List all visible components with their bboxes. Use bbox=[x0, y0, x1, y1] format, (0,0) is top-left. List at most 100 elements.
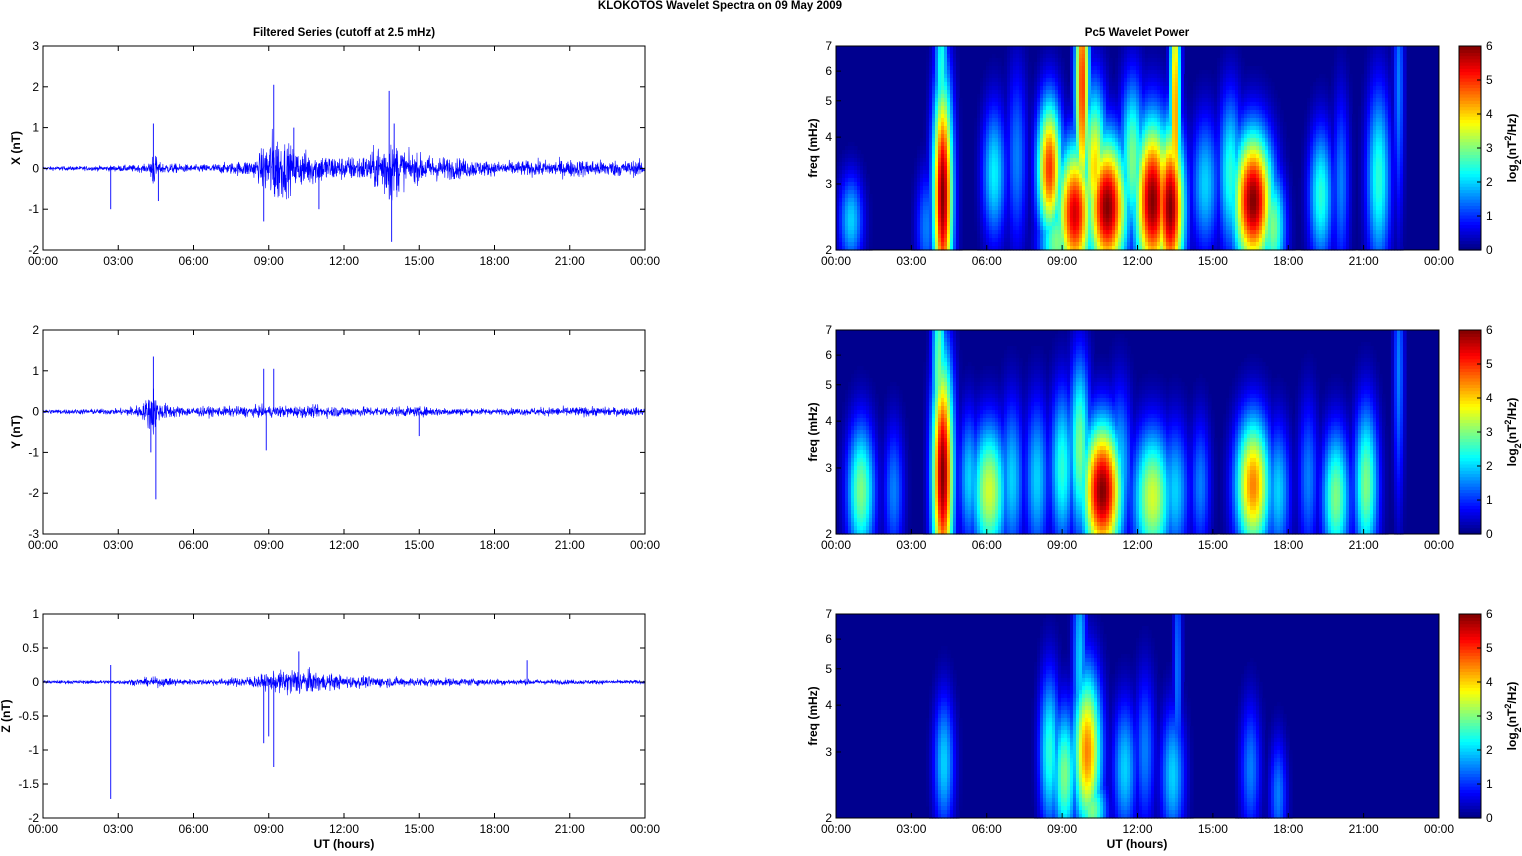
y-tick-label: 1 bbox=[32, 121, 39, 135]
heatmap-cell bbox=[959, 154, 963, 159]
heatmap-cell bbox=[1187, 86, 1191, 91]
heatmap-cell bbox=[959, 122, 963, 127]
heatmap-cell bbox=[866, 178, 870, 183]
heatmap-cell bbox=[860, 154, 864, 159]
x-tick-label: 18:00 bbox=[479, 822, 509, 836]
heatmap-cell bbox=[869, 206, 873, 211]
heatmap-cell bbox=[998, 58, 1002, 63]
heatmap-cell bbox=[1106, 54, 1110, 59]
heatmap-cell bbox=[959, 194, 963, 199]
y-tick-label: 0 bbox=[32, 405, 39, 419]
heatmap-cell bbox=[959, 206, 963, 211]
heatmap-cell bbox=[866, 174, 870, 179]
x-tick-label: 18:00 bbox=[479, 254, 509, 268]
left-column-title: Filtered Series (cutoff at 2.5 mHz) bbox=[253, 27, 435, 39]
heatmap-cell bbox=[959, 158, 963, 163]
heatmap-cell bbox=[1058, 46, 1062, 51]
heatmap-cell bbox=[956, 78, 960, 83]
x-tick-label: 21:00 bbox=[555, 822, 585, 836]
heatmap-cell bbox=[998, 62, 1002, 67]
heatmap-cell bbox=[1061, 62, 1065, 67]
heatmap-cell bbox=[959, 126, 963, 131]
x-tick-label: 12:00 bbox=[329, 538, 359, 552]
heatmap-cell bbox=[1181, 58, 1185, 63]
heatmap-cell bbox=[1058, 54, 1062, 59]
y-tick-label: 2 bbox=[32, 80, 39, 94]
x-tick-label: 06:00 bbox=[178, 538, 208, 552]
heatmap-cell bbox=[1109, 66, 1113, 71]
heatmap-cell bbox=[869, 226, 873, 231]
heatmap-cell bbox=[1160, 46, 1164, 51]
heatmap-cell bbox=[959, 130, 963, 135]
x-tick-label: 00:00 bbox=[630, 822, 660, 836]
heatmap-cell bbox=[1028, 62, 1032, 67]
heatmap-cell bbox=[959, 142, 963, 147]
heatmap-cell bbox=[956, 50, 960, 55]
heatmap-cell bbox=[956, 70, 960, 75]
heatmap-cell bbox=[959, 230, 963, 235]
x-tick-label: 12:00 bbox=[329, 822, 359, 836]
heatmap-cell bbox=[851, 142, 855, 147]
heatmap-cell bbox=[959, 214, 963, 219]
heatmap-cell bbox=[959, 114, 963, 119]
y-tick-label: -1 bbox=[28, 743, 39, 757]
heatmap-cell bbox=[956, 74, 960, 79]
heatmap-cell bbox=[869, 214, 873, 219]
heatmap-cell bbox=[959, 118, 963, 123]
heatmap-cell bbox=[866, 190, 870, 195]
heatmap-cell bbox=[959, 242, 963, 247]
x-tick-label: 21:00 bbox=[555, 254, 585, 268]
xlabel-right: UT (hours) bbox=[1107, 837, 1168, 851]
y-tick-label: -1 bbox=[28, 445, 39, 459]
x-tick-label: 09:00 bbox=[254, 822, 284, 836]
heatmap-cell bbox=[1061, 58, 1065, 63]
heatmap-cell bbox=[869, 194, 873, 199]
x-tick-label: 03:00 bbox=[103, 822, 133, 836]
heatmap-cell bbox=[854, 146, 858, 151]
heatmap-cell bbox=[1064, 74, 1068, 79]
y-axis-label: Y (nT) bbox=[9, 415, 23, 449]
heatmap-cell bbox=[857, 150, 861, 155]
x-tick-label: 00:00 bbox=[28, 822, 58, 836]
x-tick-label: 00:00 bbox=[28, 254, 58, 268]
y-tick-label: -2 bbox=[28, 486, 39, 500]
heatmap-cell bbox=[869, 238, 873, 243]
plot-area bbox=[43, 46, 645, 250]
y-tick-label: -1 bbox=[28, 202, 39, 216]
heatmap-cell bbox=[959, 150, 963, 155]
heatmap-cell bbox=[1025, 46, 1029, 51]
heatmap-cell bbox=[959, 106, 963, 111]
heatmap-cell bbox=[1181, 70, 1185, 75]
heatmap-cell bbox=[863, 166, 867, 171]
plot-area bbox=[43, 330, 645, 534]
y-tick-label: 3 bbox=[32, 39, 39, 53]
heatmap-cell bbox=[959, 186, 963, 191]
heatmap-cell bbox=[866, 186, 870, 191]
heatmap-cell bbox=[1184, 82, 1188, 87]
x-tick-label: 06:00 bbox=[178, 254, 208, 268]
y-axis-label: X (nT) bbox=[9, 131, 23, 165]
heatmap-cell bbox=[1181, 62, 1185, 67]
heatmap-cell bbox=[866, 182, 870, 187]
heatmap-cell bbox=[959, 178, 963, 183]
x-tick-label: 06:00 bbox=[178, 822, 208, 836]
x-tick-label: 15:00 bbox=[404, 538, 434, 552]
heatmap-cell bbox=[956, 82, 960, 87]
heatmap-cell bbox=[959, 234, 963, 239]
x-tick-label: 18:00 bbox=[479, 538, 509, 552]
heatmap-cell bbox=[860, 158, 864, 163]
y-tick-label: -1.5 bbox=[18, 777, 39, 791]
y-tick-label: 0.5 bbox=[22, 641, 39, 655]
heatmap-cell bbox=[1181, 50, 1185, 55]
right-column-title: Pc5 Wavelet Power bbox=[1085, 27, 1190, 39]
x-tick-label: 03:00 bbox=[103, 254, 133, 268]
x-tick-label: 15:00 bbox=[404, 822, 434, 836]
heatmap-cell bbox=[869, 198, 873, 203]
heatmap-cell bbox=[956, 94, 960, 99]
x-tick-label: 15:00 bbox=[404, 254, 434, 268]
heatmap-cell bbox=[959, 166, 963, 171]
